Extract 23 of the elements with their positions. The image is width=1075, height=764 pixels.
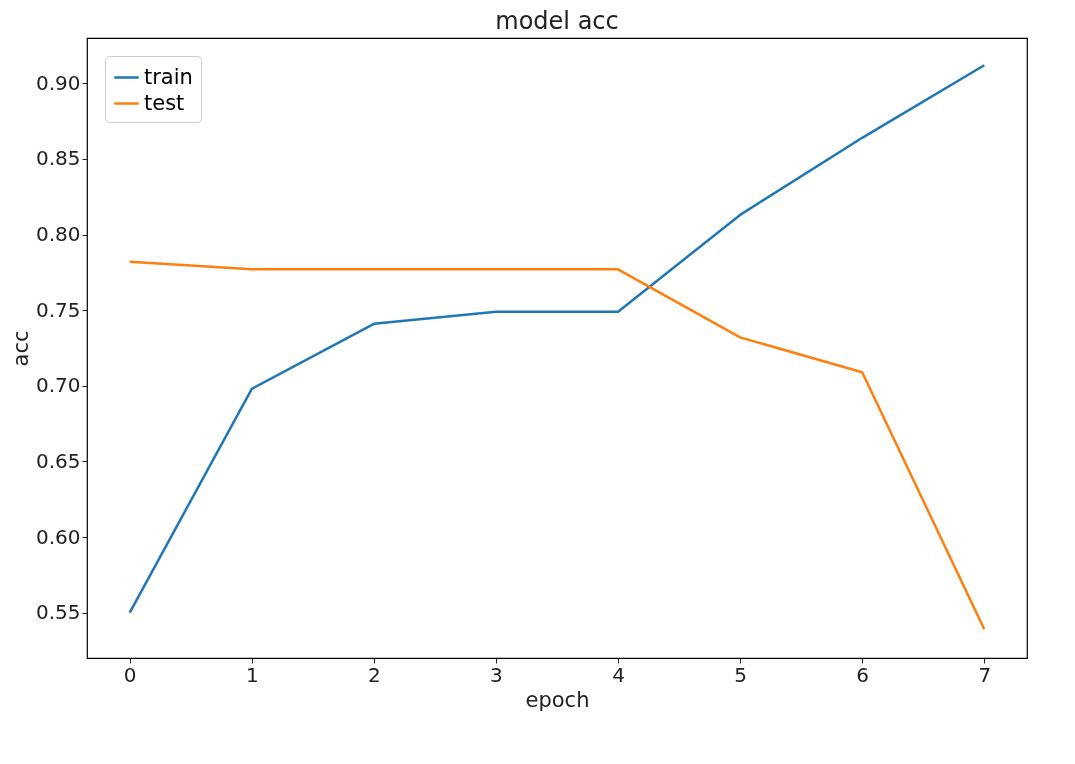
x-tick-label: 5 [734, 662, 747, 687]
x-axis-title: epoch [525, 687, 590, 712]
y-tick-label: 0.70 [35, 373, 81, 398]
y-axis-title: acc [8, 330, 33, 367]
y-tick-label: 0.85 [35, 146, 81, 171]
y-tick-label: 0.90 [35, 70, 81, 95]
chart-title: model acc [495, 7, 619, 35]
y-tick-label: 0.75 [35, 297, 81, 322]
legend-label: test [144, 90, 185, 115]
x-tick-label: 1 [245, 662, 259, 687]
x-tick-label: 0 [123, 662, 137, 687]
y-tick-label: 0.80 [35, 222, 81, 247]
x-tick-label: 7 [978, 662, 992, 687]
y-tick-label: 0.55 [35, 600, 81, 625]
x-tick-label: 2 [368, 662, 381, 687]
x-tick-label: 6 [856, 662, 870, 687]
line-series [128, 63, 986, 614]
y-tick-label: 0.65 [35, 448, 81, 473]
legend-label: train [144, 64, 193, 89]
x-tick-label: 4 [612, 662, 625, 687]
y-tick-label: 0.60 [35, 524, 81, 549]
line-series [128, 260, 986, 631]
x-tick-label: 3 [490, 662, 503, 687]
